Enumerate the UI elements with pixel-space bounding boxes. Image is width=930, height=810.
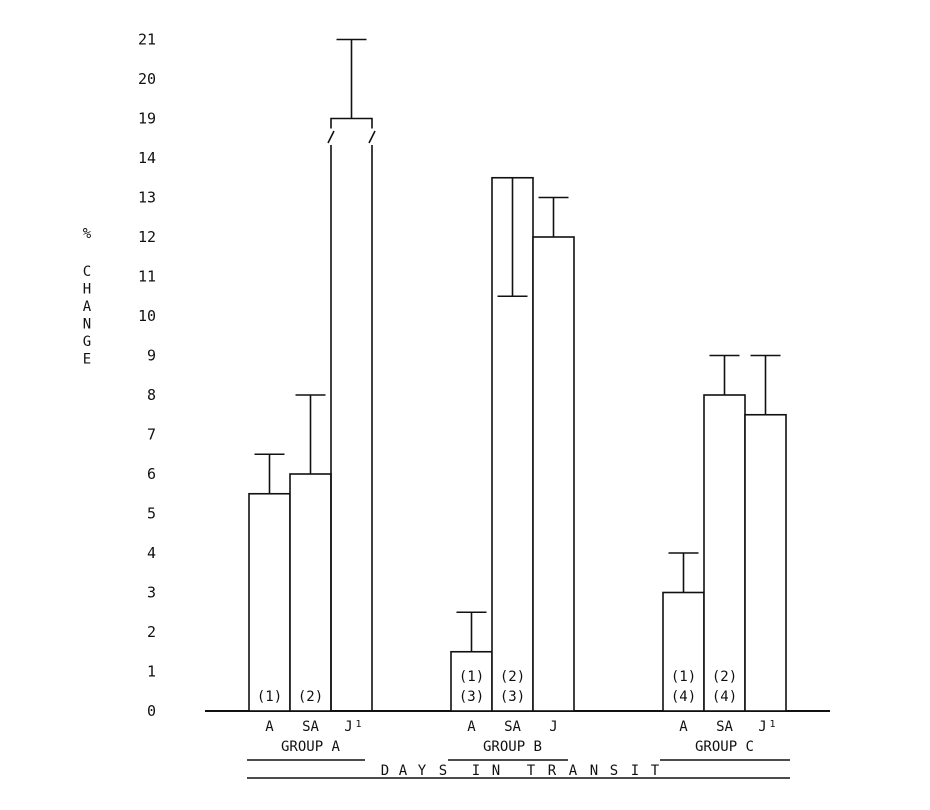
y-tick-label: 11: [138, 268, 156, 286]
bar: [289, 473, 332, 712]
x-axis-title-letter: R: [548, 763, 557, 779]
y-tick-label: 4: [147, 544, 156, 562]
y-tick-label: 14: [138, 149, 156, 167]
y-axis-title-letter: E: [83, 352, 91, 368]
bar-footnote: (2): [712, 669, 737, 685]
y-axis-title-letter: %: [83, 226, 92, 242]
x-axis-title-letter: D: [381, 763, 389, 779]
bar-footnote: (1): [671, 669, 696, 685]
y-tick-label: 10: [138, 307, 156, 325]
y-tick-label: 6: [147, 465, 156, 483]
category-label: SA: [716, 719, 733, 735]
y-tick-label: 1: [147, 663, 156, 681]
x-axis-title-letter: Y: [418, 763, 427, 779]
y-axis-title-letter: H: [83, 282, 91, 298]
bar: [744, 413, 787, 712]
category-label: SA: [504, 719, 521, 735]
category-label: J: [549, 719, 557, 735]
group-label: GROUP C: [695, 739, 754, 755]
bar: [248, 492, 291, 712]
y-tick-label: 3: [147, 584, 156, 602]
y-tick-label: 12: [138, 228, 156, 246]
x-axis-title-letter: T: [651, 763, 660, 779]
bar-footnote: (2): [298, 689, 323, 705]
category-label: J: [344, 719, 352, 735]
y-tick-label: 9: [147, 347, 156, 365]
bar-footnote: (1): [459, 669, 484, 685]
y-tick-label: 0: [147, 702, 156, 720]
x-axis-title-letter: N: [590, 763, 598, 779]
y-axis-title-letter: N: [83, 317, 91, 333]
y-tick-label: 8: [147, 386, 156, 404]
y-tick-label: 2: [147, 623, 156, 641]
category-label: A: [679, 719, 688, 735]
x-axis-title-letter: T: [527, 763, 536, 779]
category-label: J: [758, 719, 766, 735]
bar: [662, 591, 705, 712]
x-axis-title-letter: A: [569, 763, 578, 779]
category-superscript: 1: [356, 719, 362, 730]
bar: [450, 650, 493, 712]
bar-footnote: (4): [712, 689, 737, 705]
y-tick-label: 21: [138, 31, 156, 49]
y-axis-title-letter: G: [83, 334, 91, 350]
x-axis-title-letter: S: [439, 763, 447, 779]
bar-footnote: (2): [500, 669, 525, 685]
category-superscript: 1: [770, 719, 776, 730]
bar-footnote: (1): [257, 689, 282, 705]
group-label: GROUP A: [281, 739, 341, 755]
y-tick-label: 19: [138, 110, 156, 128]
group-label: GROUP B: [483, 739, 542, 755]
x-axis-title-letter: N: [492, 763, 500, 779]
category-label: A: [467, 719, 476, 735]
bar: [703, 394, 746, 712]
x-axis-title-letter: S: [610, 763, 618, 779]
category-label: SA: [302, 719, 319, 735]
bar-footnote: (3): [459, 689, 484, 705]
y-tick-label: 5: [147, 505, 156, 523]
bar: [330, 145, 373, 711]
x-axis-title-letter: I: [472, 763, 480, 779]
axis-break-mark: [327, 130, 376, 144]
y-tick-label: 13: [138, 189, 156, 207]
x-axis-title-letter: I: [631, 763, 639, 779]
y-axis-title-letter: C: [83, 264, 91, 280]
bar-footnote: (3): [500, 689, 525, 705]
y-tick-label: 20: [138, 70, 156, 88]
y-tick-label: 7: [147, 426, 156, 444]
x-axis-title-letter: A: [399, 763, 408, 779]
bar: [532, 236, 575, 712]
y-axis-title-letter: A: [83, 299, 92, 315]
category-label: A: [265, 719, 274, 735]
bar-top-segment: [330, 117, 373, 129]
bar-footnote: (4): [671, 689, 696, 705]
